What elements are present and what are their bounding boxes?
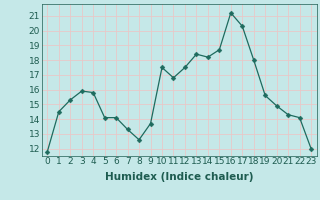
X-axis label: Humidex (Indice chaleur): Humidex (Indice chaleur) xyxy=(105,172,253,182)
